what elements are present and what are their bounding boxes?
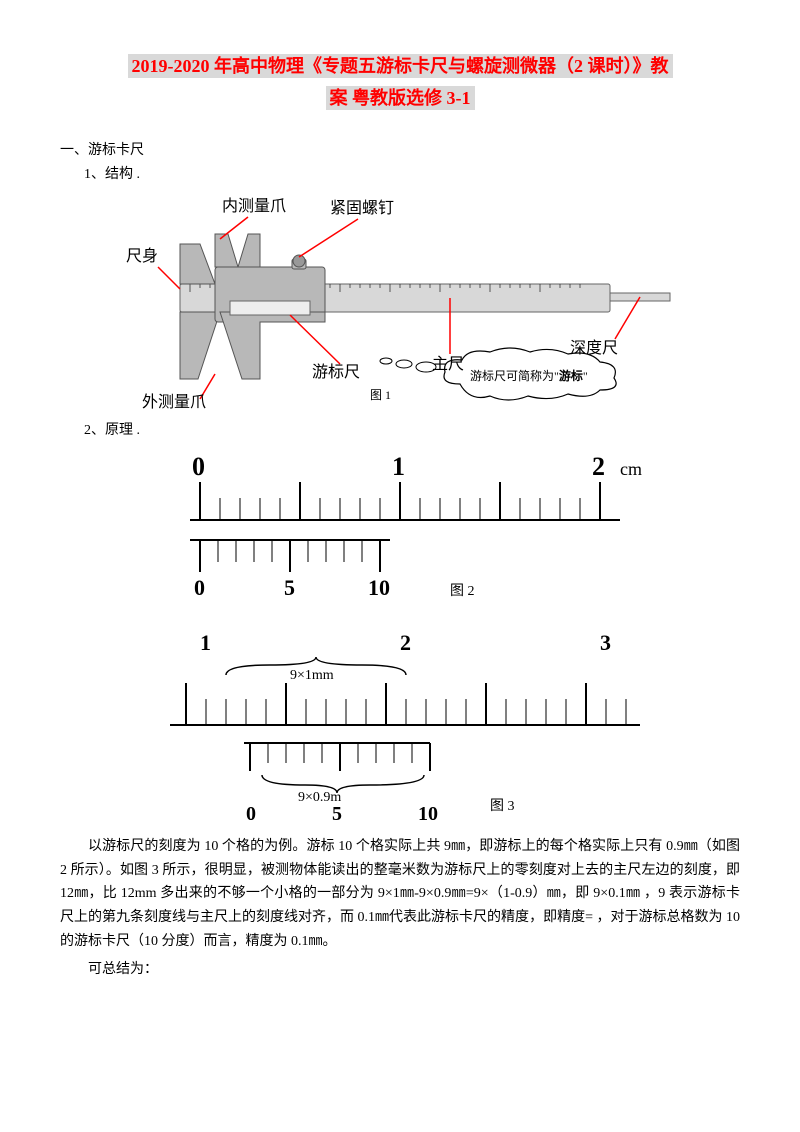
r3-main-2: 2: [400, 630, 411, 655]
figure-1-caliper: 游标尺可简称为"游标" 尺身 内测量爪 紧固螺钉 游标尺 主尺 深度尺 外测量爪…: [60, 189, 740, 409]
r2-v-10: 10: [368, 575, 390, 600]
label-main-scale: 主尺: [432, 355, 464, 373]
section-heading-1: 一、游标卡尺: [60, 139, 740, 159]
r3-v-5: 5: [332, 803, 342, 825]
r2-main-0: 0: [192, 452, 205, 481]
explanation-paragraph: 以游标尺的刻度为 10 个格的为例。游标 10 个格实际上共 9㎜，即游标上的每…: [60, 835, 740, 954]
label-depth: 深度尺: [570, 339, 618, 357]
r3-top-annot: 9×1mm: [290, 668, 334, 683]
r2-main-1: 1: [392, 452, 405, 481]
svg-text:游标尺可简称为"游标": 游标尺可简称为"游标": [470, 368, 588, 383]
label-body: 尺身: [126, 247, 158, 265]
r3-v-0: 0: [246, 803, 256, 825]
figure-3-ruler: 1 2 3 9×1mm 9×0.9m 0 5 10 图 3: [60, 625, 740, 825]
label-inner-jaw: 内测量爪: [222, 197, 286, 215]
cloud-prefix: 游标尺可简称为": [470, 369, 559, 383]
title-line-2: 案 粤教版选修 3-1: [326, 86, 475, 110]
label-lock-screw: 紧固螺钉: [330, 199, 394, 217]
r2-unit: cm: [620, 459, 642, 479]
subheading-structure: 1、结构 .: [84, 163, 740, 183]
figure-2-ruler: 0 1 2 cm 0 5 10 图 2: [60, 445, 740, 615]
r3-main-1: 1: [200, 630, 211, 655]
document-title: 2019-2020 年高中物理《专题五游标卡尺与螺旋测微器（2 课时）》教 案 …: [60, 50, 740, 115]
label-outer-jaw: 外测量爪: [142, 393, 206, 409]
r3-main-3: 3: [600, 630, 611, 655]
figure-1-caption: 图 1: [370, 388, 391, 402]
r3-v-10: 10: [418, 803, 438, 825]
closing-line: 可总结为：: [60, 958, 740, 982]
r2-v-0: 0: [194, 575, 205, 600]
cloud-emph: 游标: [559, 368, 583, 383]
cloud-suffix: ": [583, 369, 588, 383]
figure-3-caption: 图 3: [490, 799, 515, 814]
title-line-1: 2019-2020 年高中物理《专题五游标卡尺与螺旋测微器（2 课时）》教: [128, 54, 673, 78]
figure-2-caption: 图 2: [450, 584, 475, 599]
label-vernier: 游标尺: [312, 363, 360, 381]
r2-main-2: 2: [592, 452, 605, 481]
r2-v-5: 5: [284, 575, 295, 600]
subheading-principle: 2、原理 .: [84, 419, 740, 439]
